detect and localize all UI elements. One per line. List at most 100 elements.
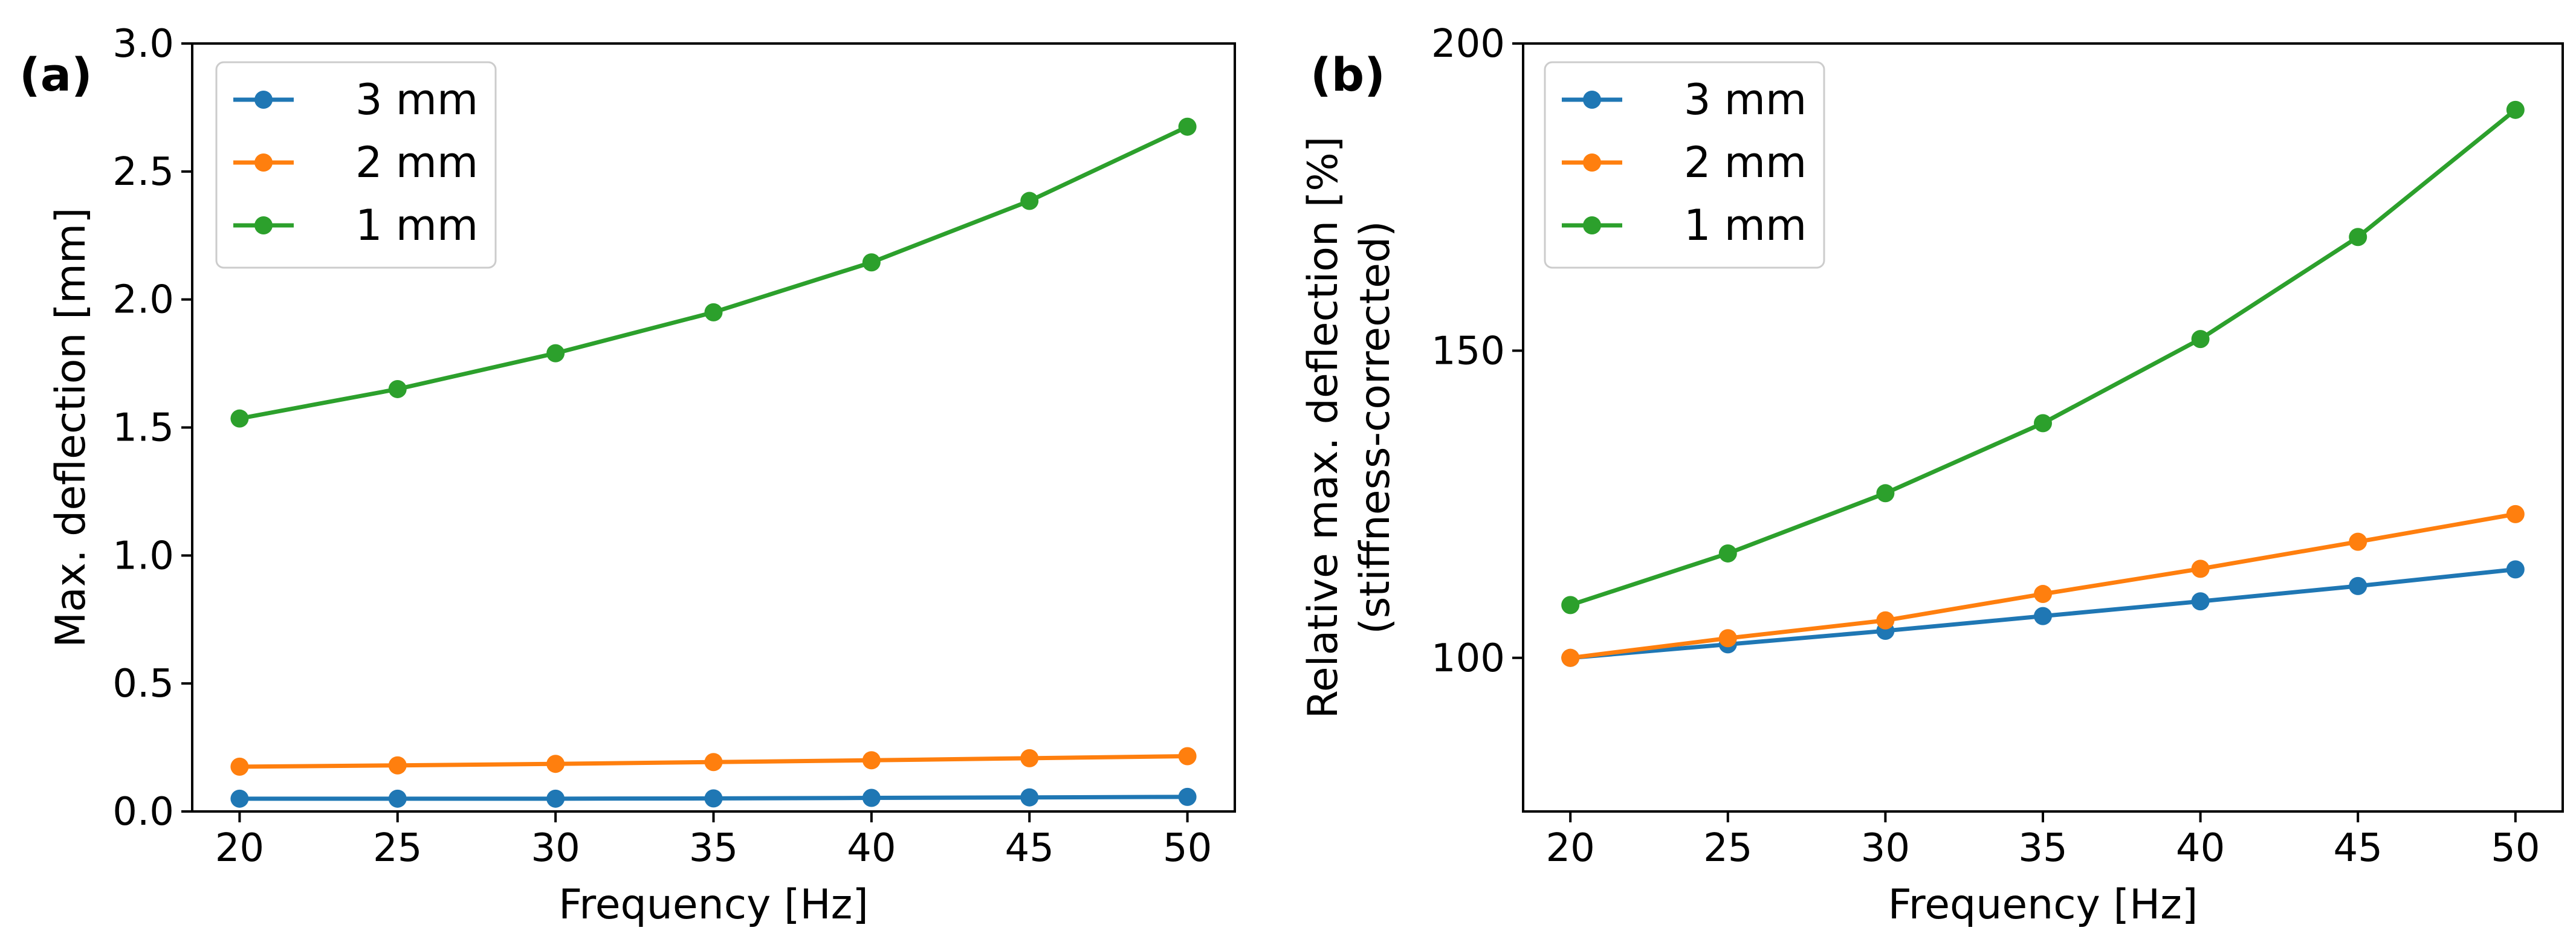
x-tick-label: 25: [373, 826, 422, 871]
legend-label: 1 mm: [1684, 201, 1807, 250]
data-point: [2191, 560, 2210, 578]
legend-label: 1 mm: [355, 201, 478, 250]
data-point: [1876, 484, 1895, 503]
legend-frame: [215, 61, 497, 269]
series-1-mm: [230, 117, 1197, 428]
x-tick-label: 40: [847, 826, 896, 871]
data-point: [1178, 117, 1197, 136]
y-tick-label: 150: [1431, 329, 1505, 373]
x-axis-label: Frequency [Hz]: [558, 881, 869, 929]
data-point: [1561, 648, 1580, 667]
data-point: [546, 789, 565, 808]
y-tick-label: 1.5: [112, 406, 174, 451]
data-point: [2506, 100, 2525, 119]
x-tick-label: 45: [2333, 826, 2382, 871]
data-point: [2034, 585, 2052, 604]
data-point: [2349, 576, 2367, 595]
y-tick-label: 3.0: [112, 22, 174, 66]
y-axis-label-secondary: (stiffness-corrected): [1351, 221, 1399, 634]
legend-entry: 1 mm: [1562, 201, 1807, 250]
legend-marker: [1583, 153, 1601, 172]
data-point: [2349, 532, 2367, 551]
data-point: [1561, 596, 1580, 614]
y-axis-label: Relative max. deflection [%]: [1299, 137, 1347, 719]
series-2-mm: [1561, 505, 2525, 667]
legend: 3 mm 2 mm 1 mm: [1544, 61, 1825, 269]
data-point: [2034, 607, 2052, 625]
y-tick-label: 200: [1431, 22, 1505, 66]
legend-marker: [1583, 91, 1601, 109]
legend-label: 3 mm: [1684, 75, 1807, 124]
data-point: [388, 379, 407, 398]
data-point: [2349, 228, 2367, 247]
series-1-mm: [1561, 100, 2525, 614]
data-point: [230, 409, 249, 428]
y-tick-label: 1.0: [112, 534, 174, 578]
legend-entry: 1 mm: [233, 201, 478, 250]
data-point: [862, 789, 881, 807]
data-point: [704, 789, 723, 808]
chart-panel-a: 20 25 30 35 40 45 50 0.0 0.5 1.0 1.5 2.0 2.5 3.0 Frequ…: [19, 22, 1236, 929]
legend: 3 mm 2 mm 1 mm: [215, 61, 497, 269]
data-point: [2506, 560, 2525, 579]
legend-marker: [1583, 216, 1601, 234]
chart-panel-b: 20 25 30 35 40 45 50 100 150 200 Frequency [Hz] Rel…: [1299, 22, 2564, 929]
data-point: [546, 344, 565, 363]
data-point: [388, 789, 407, 808]
legend-marker: [254, 91, 273, 109]
data-point: [1020, 749, 1039, 767]
data-point: [1178, 787, 1197, 806]
x-tick-label: 20: [215, 826, 264, 871]
data-point: [1178, 747, 1197, 766]
x-tick-label: 40: [2176, 826, 2225, 871]
legend-label: 2 mm: [1684, 138, 1807, 187]
data-point: [1718, 629, 1737, 648]
x-tick-label: 35: [2018, 826, 2067, 871]
x-tick-label: 20: [1545, 826, 1594, 871]
data-point: [2191, 592, 2210, 611]
data-point: [862, 751, 881, 770]
legend-label: 3 mm: [355, 75, 478, 124]
y-tick-label: 100: [1431, 636, 1505, 681]
x-tick-label: 50: [1163, 826, 1212, 871]
panel-label: (b): [1310, 48, 1385, 102]
x-tick-label: 35: [689, 826, 738, 871]
series-3-mm: [230, 787, 1197, 808]
data-point: [230, 757, 249, 776]
legend-marker: [254, 153, 273, 172]
data-point: [388, 756, 407, 775]
legend-label: 2 mm: [355, 138, 478, 187]
y-tick-label: 2.0: [112, 278, 174, 323]
data-point: [1020, 788, 1039, 807]
x-tick-label: 50: [2491, 826, 2540, 871]
data-point: [2191, 330, 2210, 349]
data-point: [546, 755, 565, 773]
data-point: [1718, 544, 1737, 563]
x-tick-label: 45: [1005, 826, 1054, 871]
data-point: [2034, 414, 2052, 433]
series-3-mm: [1561, 560, 2525, 667]
series-2-mm: [230, 747, 1197, 776]
data-point: [1020, 192, 1039, 210]
legend-entry: 3 mm: [233, 75, 478, 124]
x-axis-label: Frequency [Hz]: [1888, 881, 2198, 929]
panel-label: (a): [19, 48, 92, 102]
y-tick-label: 2.5: [112, 150, 174, 195]
x-tick-label: 30: [1861, 826, 1910, 871]
data-point: [704, 753, 723, 772]
x-tick-label: 30: [531, 826, 580, 871]
data-point: [704, 303, 723, 321]
data-point: [862, 253, 881, 272]
y-tick-label: 0.5: [112, 662, 174, 706]
legend-entry: 2 mm: [233, 138, 478, 187]
data-point: [2506, 505, 2525, 523]
legend-entry: 3 mm: [1562, 75, 1807, 124]
data-point: [230, 789, 249, 808]
x-tick-label: 25: [1703, 826, 1752, 871]
y-axis-label: Max. deflection [mm]: [47, 207, 95, 647]
data-point: [1876, 611, 1895, 630]
legend-marker: [254, 216, 273, 234]
y-tick-label: 0.0: [112, 790, 174, 834]
legend-entry: 2 mm: [1562, 138, 1807, 187]
